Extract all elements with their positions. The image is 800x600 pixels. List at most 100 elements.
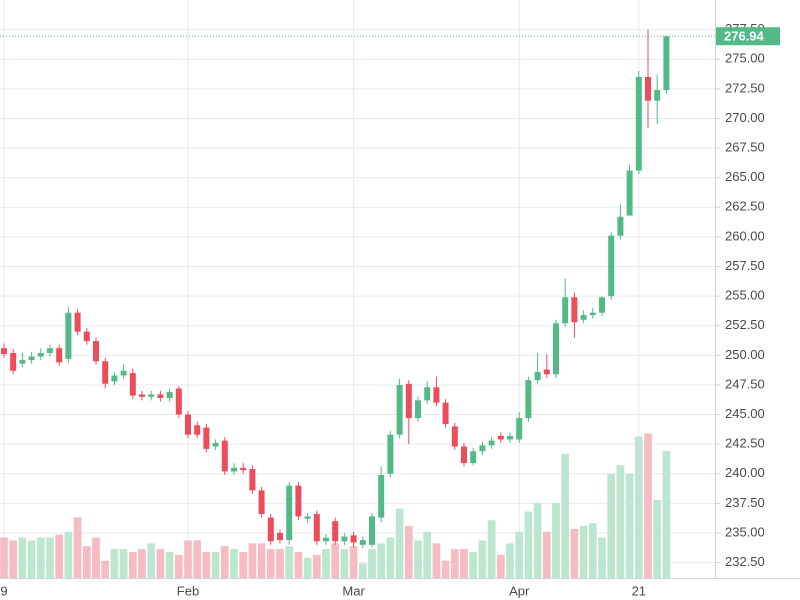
candle-body [166,392,173,398]
candle-body [608,235,615,297]
y-tick-label: 257.50 [725,258,765,273]
candle-body [350,535,357,543]
last-price-tag [716,27,780,46]
volume-bar [147,543,156,578]
candle-body [1,348,7,355]
candle-body [175,388,182,415]
candle-body [10,352,17,371]
volume-bar [276,549,284,578]
candle-body [231,467,237,472]
x-tick-label: 9 [0,583,7,598]
volume-bar [165,551,174,578]
volume-bar [340,549,349,578]
volume-bar [230,549,238,578]
volume-bar [377,543,386,578]
volume-bar [662,450,671,578]
candle-body [451,426,458,447]
candle-body [580,315,587,320]
y-tick-label: 272.50 [725,80,765,95]
volume-bar [248,543,257,578]
candle-body [19,360,26,364]
volume-bar [202,551,211,578]
volume-bar [220,546,229,578]
volume-bar [358,563,367,578]
candle-body [129,373,136,396]
candle-body [332,521,339,542]
volume-bar [515,531,524,578]
volume-bar [331,543,340,578]
candle-body [267,517,274,542]
candle-body [553,323,559,375]
volume-bar [561,453,570,578]
volume-bar [9,540,18,578]
volume-bar [460,549,468,578]
volume-bar [423,531,432,578]
volume-bar [487,520,496,578]
y-tick-label: 237.50 [725,495,765,510]
volume-bar [579,525,588,578]
y-tick-label: 232.50 [725,554,765,569]
volume-bar [211,551,220,578]
candle-body [635,76,642,171]
candle-body [341,536,348,542]
volume-bar [156,549,165,578]
candle-body [415,400,421,419]
volume-bar [634,436,643,578]
candle-body [212,442,219,447]
candle-body [369,516,375,545]
volume-bar [64,531,73,578]
candle-body [286,485,293,541]
candle-body [626,170,633,216]
candle-body [102,361,109,384]
y-tick-label: 235.00 [725,524,765,539]
x-tick-label: 21 [632,583,646,598]
y-tick-label: 242.50 [725,436,765,451]
candle-body [240,467,247,471]
candle-body [139,394,145,397]
volume-bar [294,551,303,578]
volume-bar [386,537,395,578]
last-price-label: 276.94 [724,29,765,44]
candle-body [599,297,605,313]
volume-bar [312,554,321,578]
volume-bar [349,546,358,578]
y-tick-label: 267.50 [725,139,765,154]
candle-body [507,435,513,440]
volume-layer [0,433,671,578]
candle-body [74,312,81,332]
candle-body [258,490,265,515]
candle-body [571,297,578,323]
candle-body [497,435,504,440]
candle-body [359,540,366,545]
candle-body [442,402,449,425]
volume-bar [478,540,487,578]
volume-bar [368,549,376,578]
y-tick-label: 265.00 [725,169,765,184]
y-tick-label: 262.50 [725,199,765,214]
candle-body [37,352,44,357]
volume-bar [101,560,110,578]
volume-bar [138,549,146,578]
y-tick-label: 275.00 [725,51,765,66]
y-tick-label: 252.50 [725,317,765,332]
candle-body [120,370,127,376]
x-tick-label: Feb [177,583,199,598]
volume-bar [239,551,248,578]
candle-body [534,371,541,381]
candle-body [185,414,191,435]
y-tick-label: 270.00 [725,110,765,125]
candle-body [378,474,385,518]
candle-body [148,394,155,397]
x-tick-label: Mar [342,583,365,598]
candle-body [203,427,210,449]
candle-body [461,446,467,464]
volume-bar [92,537,100,578]
candle-body [47,348,53,353]
volume-bar [496,554,505,578]
candle-layer [1,29,670,549]
candle-body [470,451,477,464]
candle-body [56,348,63,363]
candle-body [313,514,320,542]
